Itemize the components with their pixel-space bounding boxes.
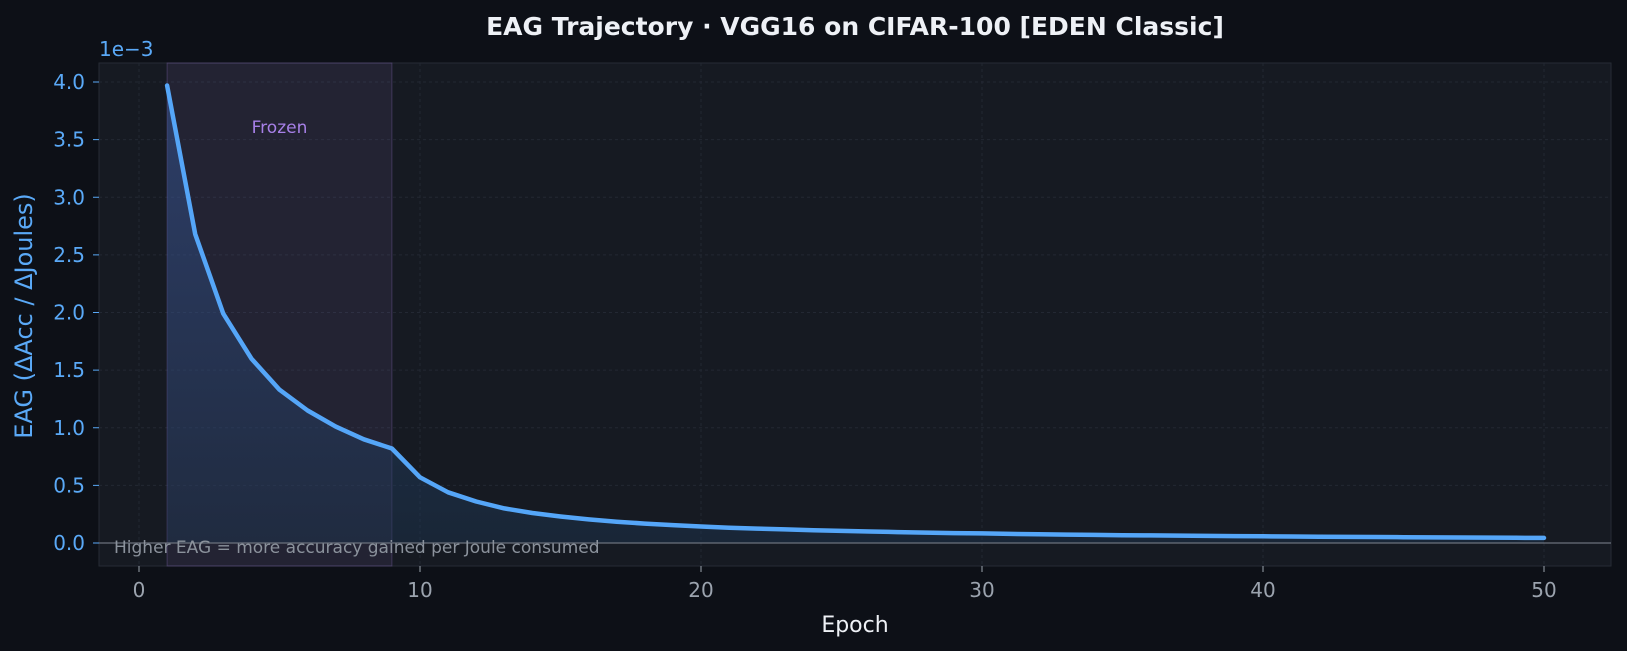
y-tick-label: 1.0 (53, 416, 85, 440)
data-point (531, 512, 534, 515)
data-point (1093, 533, 1096, 536)
data-point (390, 447, 393, 450)
x-axis-label: Epoch (821, 613, 888, 638)
data-point (1121, 534, 1124, 537)
data-point (250, 357, 253, 360)
y-ticks: 0.0 0.5 1.0 1.5 2.0 2.5 3.0 3.5 4.0 (53, 70, 99, 555)
data-point (166, 84, 169, 87)
y-offset-label: 1e−3 (99, 37, 154, 61)
data-point (1374, 536, 1377, 539)
data-point (1430, 536, 1433, 539)
data-point (1318, 535, 1321, 538)
data-point (671, 524, 674, 527)
x-ticks: 0 10 20 30 40 50 (133, 566, 1557, 602)
data-point (1205, 534, 1208, 537)
eag-annotation: Higher EAG = more accuracy gained per Jo… (114, 538, 600, 558)
data-point (756, 527, 759, 530)
data-point (306, 409, 309, 412)
x-tick-label: 50 (1531, 578, 1556, 602)
data-point (700, 525, 703, 528)
y-tick-label: 2.5 (53, 243, 85, 267)
data-point (784, 528, 787, 531)
data-point (812, 529, 815, 532)
y-tick-label: 0.0 (53, 531, 85, 555)
x-tick-label: 0 (133, 578, 146, 602)
data-point (1177, 534, 1180, 537)
y-tick-label: 2.0 (53, 301, 85, 325)
data-point (728, 526, 731, 529)
x-tick-label: 40 (1250, 578, 1275, 602)
data-point (1262, 535, 1265, 538)
data-point (1458, 536, 1461, 539)
data-point (334, 425, 337, 428)
y-tick-label: 3.5 (53, 128, 85, 152)
area-fill-layer (167, 85, 1545, 543)
data-point (503, 507, 506, 510)
data-point (840, 529, 843, 532)
y-tick-label: 0.5 (53, 473, 85, 497)
x-tick-label: 20 (688, 578, 713, 602)
x-tick-label: 10 (407, 578, 432, 602)
data-point (868, 530, 871, 533)
y-tick-label: 4.0 (53, 70, 85, 94)
data-point (1290, 535, 1293, 538)
data-point (1402, 536, 1405, 539)
data-point (222, 312, 225, 315)
data-point (1037, 533, 1040, 536)
data-point (475, 500, 478, 503)
frozen-region-label: Frozen (252, 118, 308, 138)
data-point (587, 518, 590, 521)
data-point (194, 233, 197, 236)
data-point (896, 531, 899, 534)
data-point (615, 520, 618, 523)
y-tick-label: 1.5 (53, 358, 85, 382)
data-point (924, 531, 927, 534)
data-point (278, 388, 281, 391)
data-point (1233, 535, 1236, 538)
data-point (1149, 534, 1152, 537)
chart-title: EAG Trajectory · VGG16 on CIFAR-100 [EDE… (486, 12, 1224, 41)
data-point (1065, 533, 1068, 536)
series-line (164, 83, 1547, 541)
data-point (981, 532, 984, 535)
data-point (1346, 535, 1349, 538)
data-point (1514, 536, 1517, 539)
data-point (1543, 536, 1546, 539)
data-point (362, 438, 365, 441)
x-tick-label: 30 (969, 578, 994, 602)
data-point (1009, 532, 1012, 535)
area-fill (167, 85, 1545, 543)
data-point (1486, 536, 1489, 539)
data-point (559, 515, 562, 518)
y-axis-label: EAG (ΔAcc / ΔJoules) (10, 193, 38, 439)
y-tick-label: 3.0 (53, 185, 85, 209)
series-line-layer (164, 83, 1547, 541)
data-point (447, 491, 450, 494)
data-point (952, 532, 955, 535)
data-point (419, 476, 422, 479)
data-point (643, 522, 646, 525)
